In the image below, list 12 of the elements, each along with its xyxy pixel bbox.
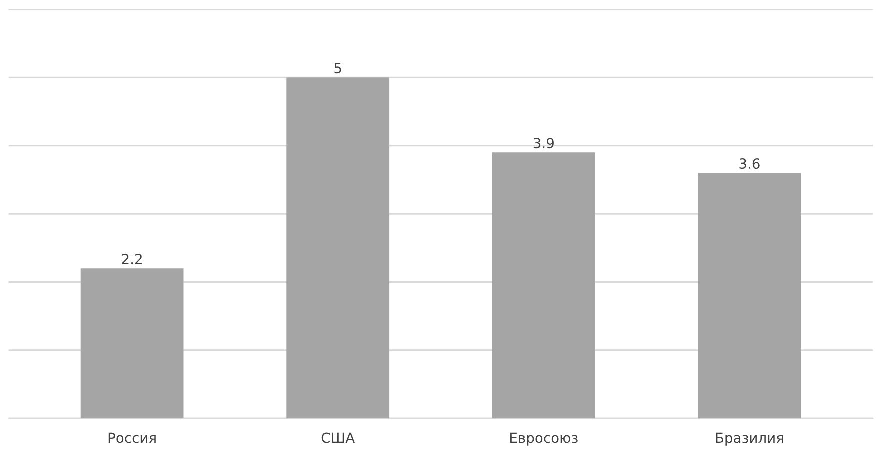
data-label: 5 xyxy=(334,63,342,74)
data-label: 3.6 xyxy=(740,158,760,170)
x-tick-label: Евросоюз xyxy=(510,432,578,446)
data-label: 3.9 xyxy=(534,138,554,149)
bar xyxy=(698,173,802,419)
x-tick-label: Бразилия xyxy=(716,432,784,446)
bar xyxy=(286,78,390,419)
bar xyxy=(492,152,596,419)
data-label: 2.2 xyxy=(122,254,142,264)
x-tick-label: США xyxy=(322,432,356,444)
x-tick-label: Россия xyxy=(108,432,156,444)
bar xyxy=(80,268,184,419)
